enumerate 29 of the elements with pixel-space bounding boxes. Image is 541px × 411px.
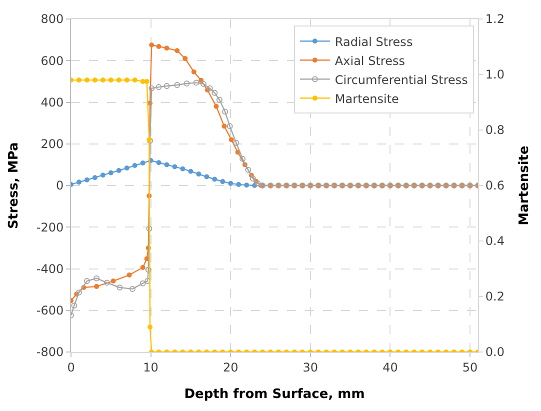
x-tick-label: 20 (222, 360, 238, 374)
x-axis-title: Depth from Surface, mm (184, 387, 365, 402)
y2-tick-label: 0.6 (485, 178, 504, 193)
y-tick-label: -200 (36, 220, 64, 234)
y2-tick-label: 1.0 (485, 68, 504, 82)
y2-tick-label: 0.8 (485, 123, 504, 138)
y2-tick-label: 0.2 (485, 290, 504, 304)
y-tick-label: 200 (40, 137, 64, 152)
y-tick-label: -600 (36, 304, 64, 318)
x-tick-label: 0 (67, 360, 75, 374)
y-tick-label: -800 (36, 345, 64, 360)
legend-label: Axial Stress (334, 54, 405, 68)
y-tick-label: 0 (56, 178, 64, 193)
y2-tick-label: 0.4 (485, 234, 504, 248)
legend-label: Circumferential Stress (334, 72, 468, 87)
y2-tick-label: 1.2 (485, 12, 504, 26)
y-tick-label: 400 (40, 95, 64, 110)
x-tick-label: 40 (382, 360, 398, 374)
legend-label: Radial Stress (334, 34, 413, 49)
x-tick-label: 30 (302, 360, 318, 374)
y-axis-title: Stress, MPa (6, 142, 22, 229)
x-tick-label: 10 (143, 360, 158, 374)
y2-axis-title: Martensite (517, 146, 532, 226)
y-tick-label: 800 (40, 12, 64, 26)
legend-label: Martensite (334, 92, 399, 106)
x-tick-label: 50 (462, 360, 478, 374)
y-tick-label: 600 (40, 54, 64, 68)
y-tick-label: -400 (36, 262, 64, 276)
y2-tick-label: 0.0 (485, 345, 504, 360)
